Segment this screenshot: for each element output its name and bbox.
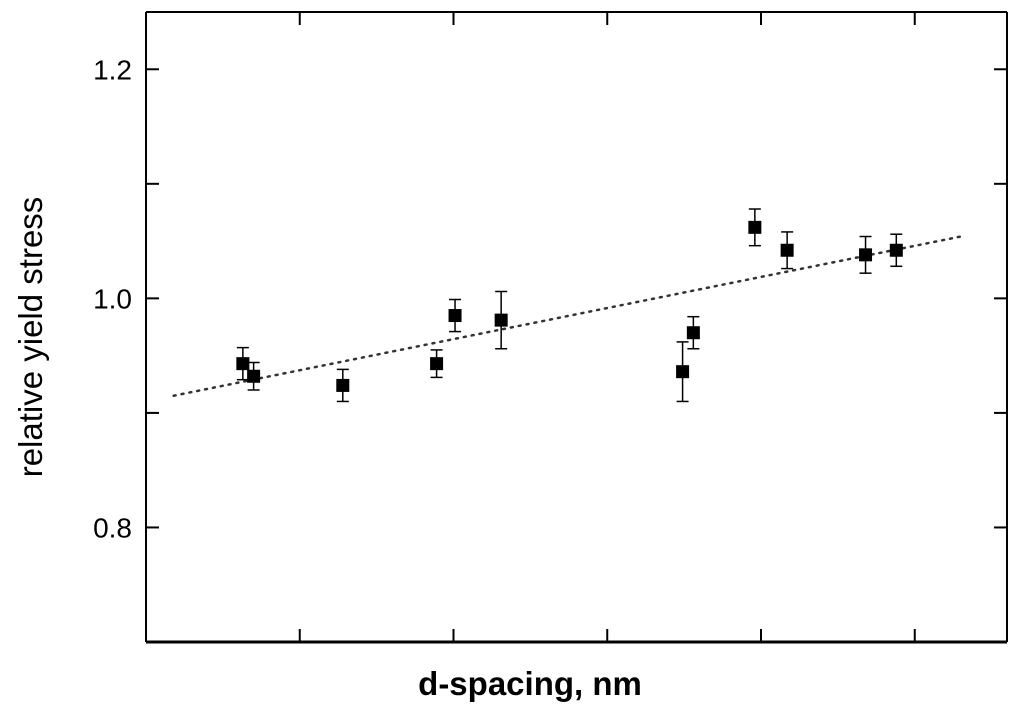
data-point [859,248,873,262]
data-point [686,326,700,340]
data-point [336,378,350,392]
y-tick-label: 0.8 [93,512,132,543]
data-point [748,220,762,234]
axis-ticks: 0.8 1.0 1.2 [93,12,1007,642]
data-point [247,369,261,383]
plot-axes [145,11,1008,644]
y-axis-title: relative yield stress [12,197,49,478]
data-point [236,357,250,371]
y-tick-label: 1.2 [93,54,132,85]
data-point [494,313,508,327]
y-tick-label: 1.0 [93,283,132,314]
fit-line-group [172,235,963,397]
x-axis-title: d-spacing, nm [418,665,642,702]
data-point [430,357,444,371]
data-point [448,309,462,323]
data-point [676,365,690,379]
data-point [780,243,794,257]
data-point [889,243,903,257]
data-points [236,208,903,403]
fit-line [172,235,963,397]
